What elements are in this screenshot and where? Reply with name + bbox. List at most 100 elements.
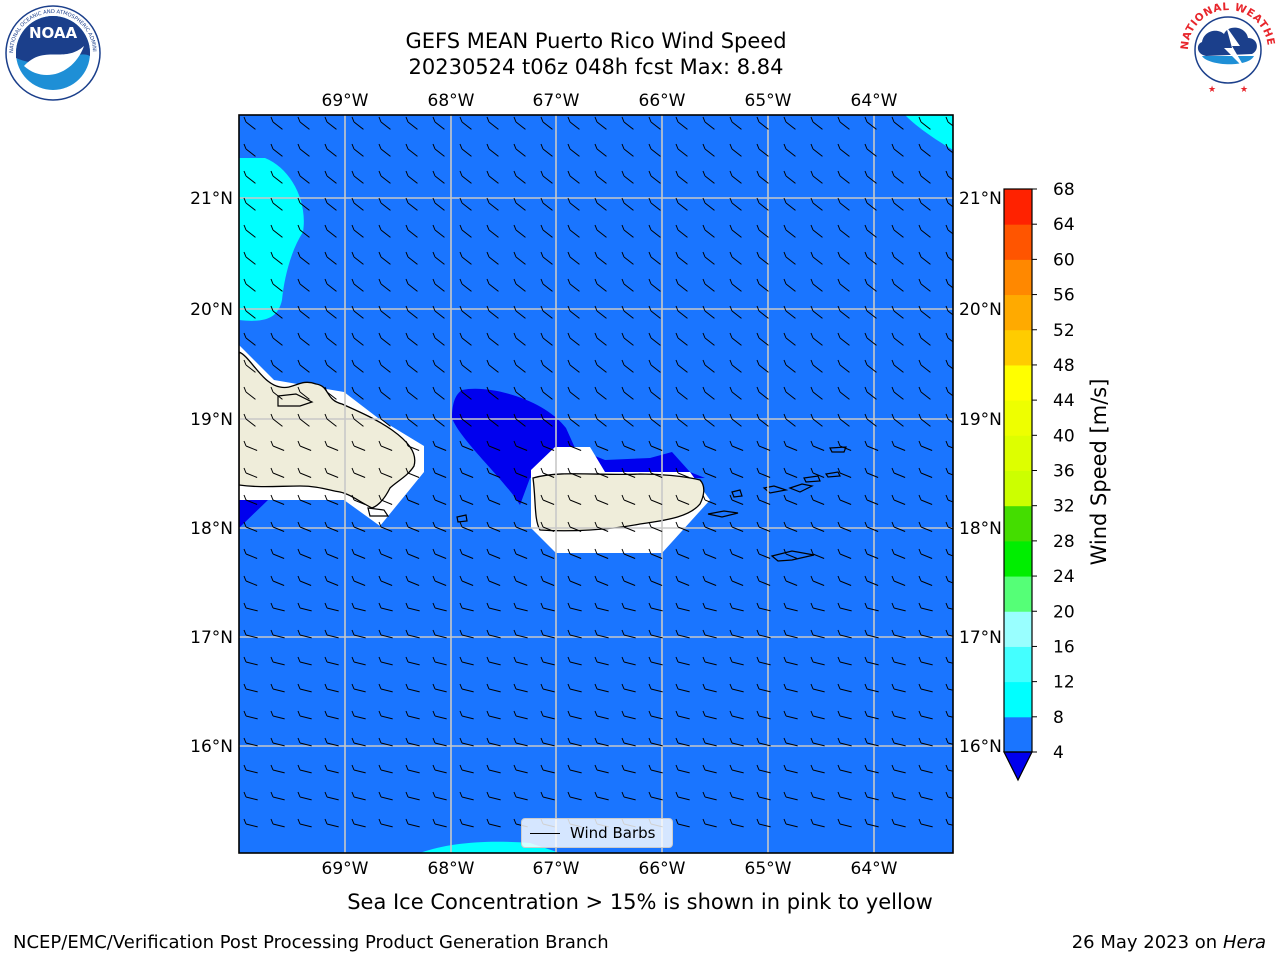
wind-barb-flag [567, 251, 571, 258]
wind-barb [245, 148, 256, 157]
wind-barb-flag [918, 602, 922, 609]
wind-barb [353, 148, 364, 157]
wind-barb [299, 445, 312, 451]
wind-barb-flag [594, 737, 598, 744]
wind-barb [812, 148, 823, 157]
wind-barb-flag [891, 413, 895, 420]
wind-barb-flag [351, 278, 355, 285]
st-croix-island [770, 550, 815, 562]
wind-barb-flag [459, 224, 463, 231]
wind-barb-flag [783, 197, 787, 204]
wind-barb [623, 796, 636, 801]
wind-barb [650, 661, 663, 666]
wind-barb-flag [459, 683, 463, 690]
wind-barb [893, 661, 906, 666]
lon-label-bottom: 68°W [428, 859, 475, 879]
wind-barb-flag [621, 305, 625, 312]
wind-barb [677, 418, 688, 427]
wind-barb-flag [891, 332, 895, 339]
wind-barb-flag [621, 764, 625, 771]
wind-barb-flag [594, 575, 598, 582]
wind-barb-flag [702, 359, 706, 366]
wind-barb [380, 796, 393, 801]
wind-barb [461, 283, 472, 292]
wind-barb-flag [945, 332, 949, 339]
wind-barb [272, 364, 283, 373]
wind-barb-flag [783, 764, 787, 771]
wind-barb [569, 175, 580, 184]
colorbar-segment [1004, 540, 1032, 577]
wind-barb-flag [243, 197, 247, 204]
wind-barb-flag [810, 656, 814, 663]
wind-barb [515, 256, 526, 265]
wind-barb [893, 175, 904, 184]
wind-barb [704, 472, 717, 478]
wind-barb [272, 283, 283, 292]
wind-barb [407, 256, 418, 265]
wind-barb-flag [891, 170, 895, 177]
wind-barb [812, 742, 825, 747]
wind-barb [488, 445, 501, 451]
wind-barb-flag [621, 467, 625, 474]
wind-barb [758, 715, 771, 720]
wind-barb [866, 175, 877, 184]
wind-barb-flag [432, 791, 436, 798]
wind-barb-flag [513, 467, 517, 474]
wind-barb-flag [432, 143, 436, 150]
wind-barb-flag [405, 737, 409, 744]
wind-barb [866, 121, 877, 130]
wind-barb-flag [432, 656, 436, 663]
wind-barb-flag [405, 656, 409, 663]
wind-barb [704, 310, 715, 319]
mona-island [456, 514, 468, 523]
wind-barb-flag [594, 467, 598, 474]
wind-barb-flag [864, 359, 868, 366]
wind-barb-flag [243, 629, 247, 636]
wind-barb-flag [540, 170, 544, 177]
wind-barb-flag [810, 386, 814, 393]
wind-barb-flag [351, 440, 355, 447]
wind-barb-flag [324, 629, 328, 636]
wind-barb [866, 823, 879, 828]
wind-barb-flag [513, 224, 517, 231]
wind-barb [326, 580, 339, 586]
wind-barb [434, 364, 445, 373]
wind-barb-flag [837, 278, 841, 285]
wind-barb-flag [810, 143, 814, 150]
wind-barb-flag [702, 494, 706, 501]
wind-barb [515, 445, 528, 451]
wind-barb [812, 445, 825, 451]
wind-barb-flag [513, 359, 517, 366]
wind-barb-flag [837, 386, 841, 393]
wind-barb [893, 283, 904, 292]
wind-barb-flag [540, 467, 544, 474]
wind-barb-flag [702, 683, 706, 690]
wind-barb-flag [675, 251, 679, 258]
wind-barb [326, 418, 337, 427]
colorbar-segment [1004, 470, 1032, 507]
wind-barb [920, 715, 933, 720]
wind-barb-flag [918, 764, 922, 771]
wind-barb [488, 337, 499, 346]
wind-barb-flag [351, 359, 355, 366]
wind-barb-flag [513, 494, 517, 501]
wind-barb-flag [378, 251, 382, 258]
wind-barb [839, 742, 852, 747]
wind-barb [515, 175, 526, 184]
wind-barb-flag [702, 305, 706, 312]
wind-barb [623, 472, 636, 478]
wind-barb [623, 661, 636, 666]
wind-barb-flag [891, 197, 895, 204]
wind-barb-flag [783, 278, 787, 285]
wind-barb-flag [486, 737, 490, 744]
wind-barb [839, 310, 850, 319]
wind-barb-flag [540, 575, 544, 582]
wind-barb [785, 148, 796, 157]
wind-barb-flag [243, 413, 247, 420]
wind-barb-flag [810, 170, 814, 177]
wind-barb-flag [891, 116, 895, 123]
wind-barb [812, 337, 823, 346]
wind-barb-flag [540, 224, 544, 231]
wind-barb-flag [945, 602, 949, 609]
wind-barb [920, 769, 933, 774]
